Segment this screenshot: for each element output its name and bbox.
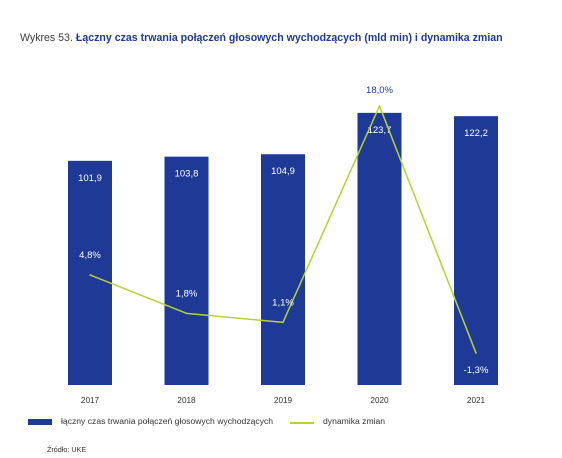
bar-value-label-2017: 101,9 [78, 173, 102, 184]
x-tick-label-2021: 2021 [467, 396, 486, 405]
line-value-label-2021: -1,3% [464, 365, 489, 376]
legend-bar-swatch [28, 419, 52, 425]
bar-value-label-2021: 122,2 [464, 128, 488, 139]
line-point-2018 [185, 312, 188, 315]
bar-2018 [164, 156, 209, 385]
bar-2020 [357, 112, 402, 386]
line-point-2020 [378, 105, 381, 107]
line-point-2017 [89, 274, 91, 276]
source-note: Źródło: UKE [47, 445, 87, 454]
x-tick-label-2020: 2020 [370, 396, 389, 405]
line-point-2019 [282, 321, 284, 324]
chart-title-prefix: Wykres 53. [20, 32, 73, 44]
x-axis-tick-labels: 2017 2018 2019 2020 2021 [81, 396, 486, 405]
line-value-label-2018: 1,8% [176, 288, 198, 299]
x-tick-label-2018: 2018 [177, 396, 196, 405]
line-series: 4,8% 1,8% 1,1% 18,0% -1,3% [79, 85, 489, 376]
legend-line-swatch [290, 422, 314, 424]
line-point-2021 [475, 352, 477, 354]
bar-2019 [261, 154, 305, 385]
bar-series: 101,9 103,8 104,9 123,7 122,2 [68, 112, 498, 386]
line-value-label-2017: 4,8% [79, 250, 101, 261]
bar-2021 [454, 116, 498, 385]
bar-value-label-2020: 123,7 [368, 125, 392, 136]
bar-value-label-2018: 103,8 [175, 169, 199, 180]
legend-line-label: dynamika zmian [323, 416, 386, 426]
x-tick-label-2019: 2019 [274, 396, 293, 405]
chart-title-text: Łączny czas trwania połączeń głosowych w… [75, 32, 503, 44]
bar-2017 [68, 160, 112, 385]
chart-title: Wykres 53. Łączny czas trwania połączeń … [20, 31, 550, 45]
x-tick-label-2017: 2017 [81, 396, 100, 405]
legend-bar-label: łączny czas trwania połączeń głosowych w… [61, 416, 274, 426]
line-value-label-2020: 18,0% [366, 85, 393, 96]
bar-value-label-2019: 104,9 [271, 166, 295, 177]
line-value-label-2019: 1,1% [272, 297, 294, 308]
